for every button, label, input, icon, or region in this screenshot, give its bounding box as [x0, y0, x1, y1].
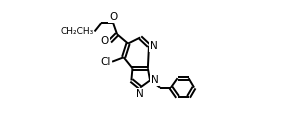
Text: CH₂CH₃: CH₂CH₃ — [60, 27, 94, 36]
Text: N: N — [151, 75, 158, 85]
Text: O: O — [101, 36, 109, 46]
Text: N: N — [150, 41, 158, 51]
Text: N: N — [136, 89, 144, 99]
Text: Cl: Cl — [101, 57, 111, 67]
Text: O: O — [109, 12, 117, 22]
